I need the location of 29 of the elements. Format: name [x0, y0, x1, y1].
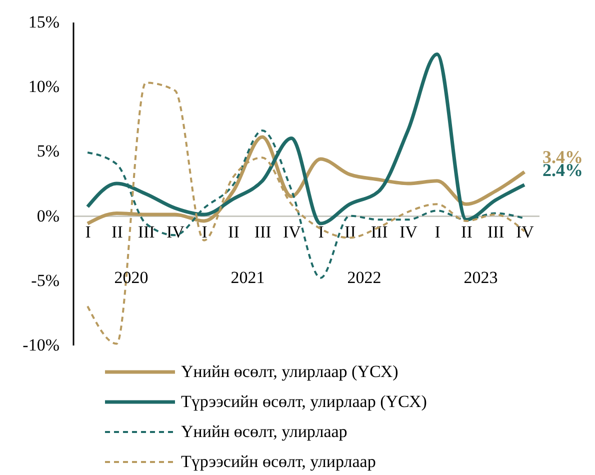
- x-tick-label: III: [487, 222, 505, 242]
- annotation: 2022: [347, 268, 382, 287]
- x-tick-label: II: [228, 222, 240, 242]
- y-tick-label: 0%: [36, 206, 60, 226]
- annotation: 2021: [230, 268, 265, 287]
- y-tick-label: 15%: [28, 12, 60, 32]
- y-tick-label: -10%: [22, 336, 60, 354]
- x-tick-label: IV: [399, 222, 418, 242]
- x-tick-label: II: [461, 222, 473, 242]
- x-tick-label: I: [202, 222, 208, 242]
- x-tick-label: I: [85, 222, 92, 242]
- legend-label: Түрээсийн өсөлт, улирлаар (ҮСХ): [181, 392, 427, 411]
- x-tick-label: I: [318, 222, 324, 242]
- x-tick-label: II: [112, 222, 124, 242]
- y-tick-label: -5%: [31, 270, 60, 290]
- legend-label: Үнийн өсөлт, улирлаар: [181, 422, 348, 441]
- x-tick-label: IV: [166, 222, 186, 242]
- x-tick-label: IV: [282, 222, 302, 242]
- y-tick-label: 5%: [36, 142, 60, 161]
- x-tick-label: III: [254, 222, 272, 242]
- y-tick-label: 10%: [28, 77, 60, 96]
- legend-label: Үнийн өсөлт, улирлаар (ҮСХ): [181, 362, 398, 381]
- x-tick-label: IV: [516, 222, 535, 242]
- x-tick-label: III: [370, 222, 388, 242]
- legend-label: Түрээсийн өсөлт, улирлаар: [181, 452, 376, 471]
- x-tick-label: I: [434, 222, 441, 242]
- x-tick-label: III: [138, 222, 156, 242]
- annotation: 2020: [114, 268, 148, 287]
- annotation: 2023: [464, 268, 498, 287]
